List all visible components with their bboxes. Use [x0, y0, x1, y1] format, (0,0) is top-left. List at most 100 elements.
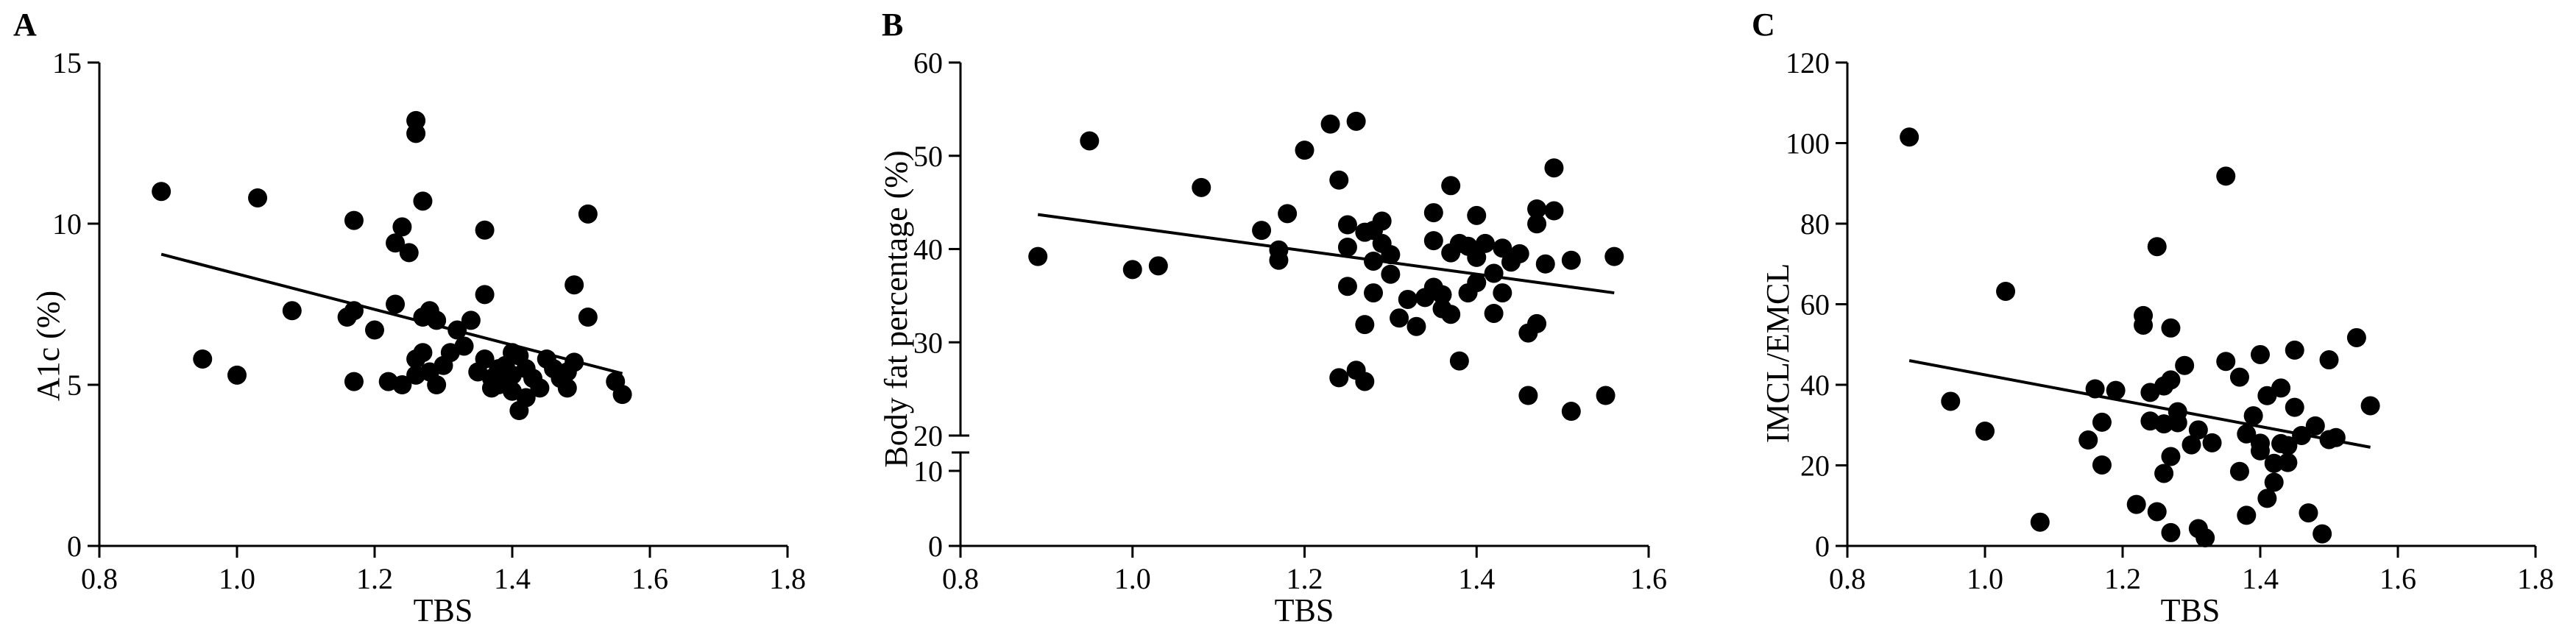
data-point-c	[2229, 461, 2249, 481]
data-point-c	[2278, 436, 2298, 455]
y-tick-label-a: 0	[67, 530, 82, 563]
data-point-c	[2147, 237, 2167, 257]
data-point-b	[1329, 368, 1349, 388]
data-point-c	[2092, 412, 2112, 432]
data-point-b	[1329, 170, 1349, 190]
x-tick-label-a: 1.6	[631, 562, 668, 595]
data-point-c	[2216, 166, 2236, 186]
data-point-c	[2243, 406, 2263, 426]
data-point-b	[1527, 199, 1547, 219]
x-tick-label-c: 1.6	[2379, 562, 2416, 595]
data-point-b	[1269, 250, 1289, 270]
data-point-b	[1467, 205, 1487, 225]
data-point-b	[1467, 247, 1487, 267]
data-point-c	[2229, 367, 2249, 387]
data-point-b	[1423, 231, 1443, 251]
data-point-a	[413, 343, 433, 363]
data-point-a	[365, 320, 384, 340]
x-tick-label-b: 1.2	[1287, 562, 1323, 595]
data-point-b	[1381, 245, 1401, 265]
data-point-b	[1148, 256, 1168, 276]
data-point-a	[475, 285, 495, 305]
data-point-b	[1484, 263, 1504, 283]
data-point-a	[578, 204, 598, 224]
data-point-c	[2278, 452, 2298, 472]
data-point-b	[1449, 351, 1469, 371]
y-axis-title-a: A1c (%)	[30, 291, 66, 401]
data-point-c	[2161, 447, 2181, 466]
data-point-a	[193, 349, 213, 369]
x-tick-label-b: 1.0	[1114, 562, 1151, 595]
data-point-b	[1337, 237, 1357, 257]
data-point-c	[2264, 472, 2284, 492]
data-point-c	[2251, 441, 2270, 461]
data-point-a	[152, 182, 171, 202]
data-point-b	[1381, 264, 1401, 284]
data-point-c	[2237, 505, 2257, 525]
y-axis-title-c: IMCL/EMCL	[1760, 263, 1796, 443]
data-point-a	[565, 352, 584, 372]
data-point-c	[2030, 512, 2050, 532]
data-point-b	[1346, 111, 1366, 131]
data-point-a	[282, 301, 302, 321]
data-point-c	[2346, 327, 2366, 347]
data-point-b	[1364, 251, 1383, 271]
data-point-c	[2161, 318, 2181, 338]
data-point-c	[2168, 413, 2187, 433]
x-axis-title-a: TBS	[414, 592, 473, 628]
data-point-c	[2292, 425, 2312, 445]
data-point-c	[2271, 378, 2291, 398]
y-tick-label-c: 60	[1800, 288, 1830, 322]
data-point-b	[1122, 260, 1142, 280]
data-point-a	[399, 243, 419, 263]
x-tick-label-b: 1.6	[1630, 562, 1667, 595]
y-tick-label-c: 120	[1786, 46, 1830, 79]
x-tick-label-b: 1.4	[1458, 562, 1495, 595]
data-point-b	[1432, 285, 1452, 305]
y-axis-title-b: Body fat percentage (%)	[878, 150, 914, 467]
data-point-a	[406, 124, 426, 143]
data-point-a	[427, 310, 447, 330]
data-point-c	[2237, 424, 2257, 444]
data-point-a	[447, 320, 467, 340]
data-point-b	[1390, 308, 1409, 328]
x-tick-label-c: 1.2	[2104, 562, 2141, 595]
x-tick-label-c: 1.8	[2517, 562, 2554, 595]
data-point-c	[2092, 455, 2112, 475]
data-point-b	[1423, 203, 1443, 223]
data-point-a	[427, 375, 447, 394]
panel-b: B Body fat percentage (%) TBS 20 30 40 50 60…	[878, 7, 1667, 628]
marks-c: 0 20 40 60 80 100 120 0.8 1.0 1.2 1.4 1.6 1.8	[1786, 46, 2554, 595]
data-point-b	[1441, 176, 1461, 196]
data-point-a	[392, 375, 412, 394]
data-point-c	[2106, 380, 2126, 400]
data-point-c	[1900, 127, 1919, 147]
y-tick-label-b: 40	[913, 233, 943, 266]
data-point-c	[2202, 433, 2222, 452]
data-point-c	[2154, 414, 2174, 434]
data-point-c	[2285, 340, 2304, 360]
data-point-a	[386, 233, 406, 253]
data-point-c	[2147, 502, 2167, 522]
marks-a: 0 5 10 15 0.8 1.0 1.2 1.4 1.6 1.8	[52, 46, 806, 595]
y-tick-label-c: 0	[1815, 530, 1830, 563]
data-point-a	[227, 365, 247, 385]
data-point-b	[1527, 214, 1547, 234]
panel-c: C IMCL/EMCL TBS 0 20 40 60 80 100 120 0.8 1.0 1.2…	[1752, 7, 2554, 628]
y-tick-label-b: 50	[913, 140, 943, 173]
data-point-a	[248, 188, 268, 207]
data-point-c	[2264, 453, 2284, 473]
x-tick-label-c: 0.8	[1829, 562, 1866, 595]
data-point-b	[1527, 313, 1547, 333]
data-point-b	[1561, 250, 1581, 270]
data-point-c	[2085, 379, 2105, 399]
y-tick-label-a: 5	[67, 369, 82, 402]
data-point-a	[557, 378, 577, 398]
data-point-b	[1475, 233, 1495, 253]
data-point-b	[1337, 215, 1357, 235]
data-point-b	[1518, 386, 1538, 405]
x-tick-label-a: 0.8	[81, 562, 118, 595]
data-point-c	[2134, 315, 2154, 335]
data-point-a	[344, 372, 364, 391]
data-point-c	[2299, 503, 2318, 523]
